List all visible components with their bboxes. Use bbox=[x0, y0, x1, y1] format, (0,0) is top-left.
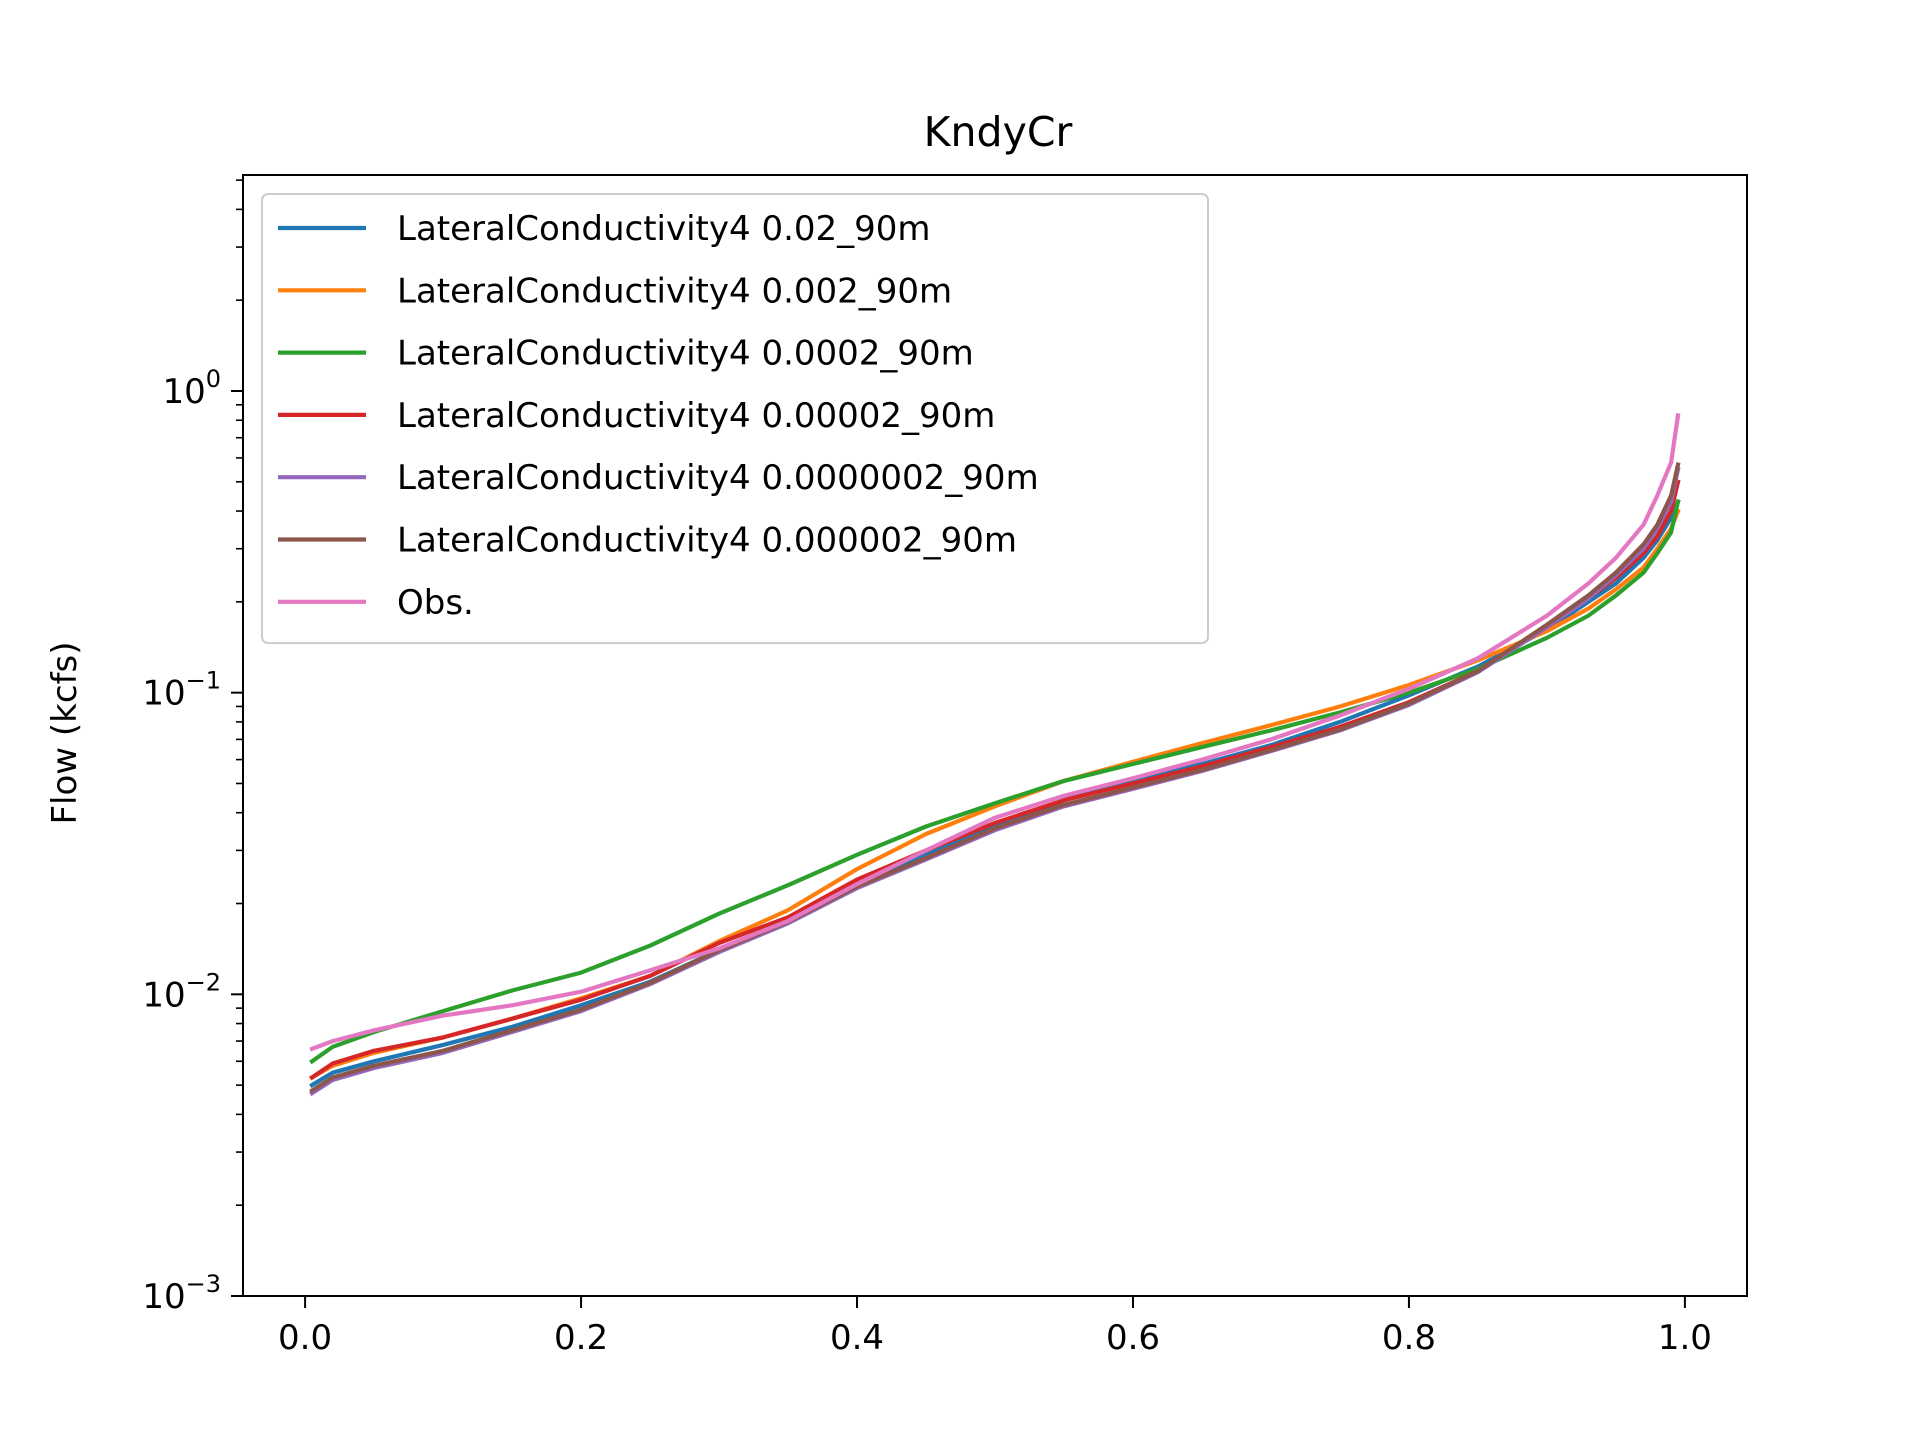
y-tick-label: 10−3 bbox=[142, 1270, 221, 1317]
series-line-3 bbox=[309, 499, 1681, 1065]
plot-frame bbox=[242, 174, 1748, 1297]
legend-label: LateralConductivity4 0.0000002_90m bbox=[397, 458, 1039, 498]
x-tick-label: 0.2 bbox=[554, 1318, 608, 1358]
x-tick-label: 0.4 bbox=[830, 1318, 884, 1358]
legend-box bbox=[261, 193, 1209, 645]
y-tick-base: 10 bbox=[142, 1277, 185, 1317]
x-tick-label: 0.8 bbox=[1382, 1318, 1436, 1358]
y-tick-label: 100 bbox=[162, 365, 221, 412]
y-tick-exponent: −2 bbox=[186, 968, 221, 996]
y-tick-exponent: −1 bbox=[186, 667, 221, 695]
legend: LateralConductivity4 0.02_90m LateralCond… bbox=[261, 193, 1209, 645]
chart-title: KndyCr bbox=[924, 108, 1073, 156]
x-tick-label: 0.0 bbox=[278, 1318, 332, 1358]
series-line-6 bbox=[309, 462, 1681, 1094]
y-tick-base: 10 bbox=[142, 975, 185, 1015]
legend-label: LateralConductivity4 0.000002_90m bbox=[397, 521, 1017, 561]
legend-label: Obs. bbox=[397, 583, 474, 623]
x-tick-label: 1.0 bbox=[1658, 1318, 1712, 1358]
y-tick-label: 10−2 bbox=[142, 968, 221, 1015]
series-line-7 bbox=[309, 413, 1681, 1052]
legend-label: LateralConductivity4 0.02_90m bbox=[397, 209, 931, 249]
y-axis-title: Flow (kcfs) bbox=[45, 641, 85, 824]
legend-label: LateralConductivity4 0.0002_90m bbox=[397, 334, 974, 374]
y-tick-exponent: 0 bbox=[206, 365, 221, 393]
legend-label: LateralConductivity4 0.00002_90m bbox=[397, 396, 995, 436]
x-axis: 0.0 0.2 0.4 0.6 0.8 1.0 bbox=[278, 1296, 1712, 1358]
y-tick-label: 10−1 bbox=[142, 667, 221, 714]
y-tick-base: 10 bbox=[162, 372, 205, 412]
y-tick-base: 10 bbox=[142, 674, 185, 714]
x-tick-label: 0.6 bbox=[1106, 1318, 1160, 1358]
y-tick-exponent: −3 bbox=[186, 1270, 221, 1298]
series-lines bbox=[309, 413, 1681, 1097]
legend-label: LateralConductivity4 0.002_90m bbox=[397, 271, 952, 311]
